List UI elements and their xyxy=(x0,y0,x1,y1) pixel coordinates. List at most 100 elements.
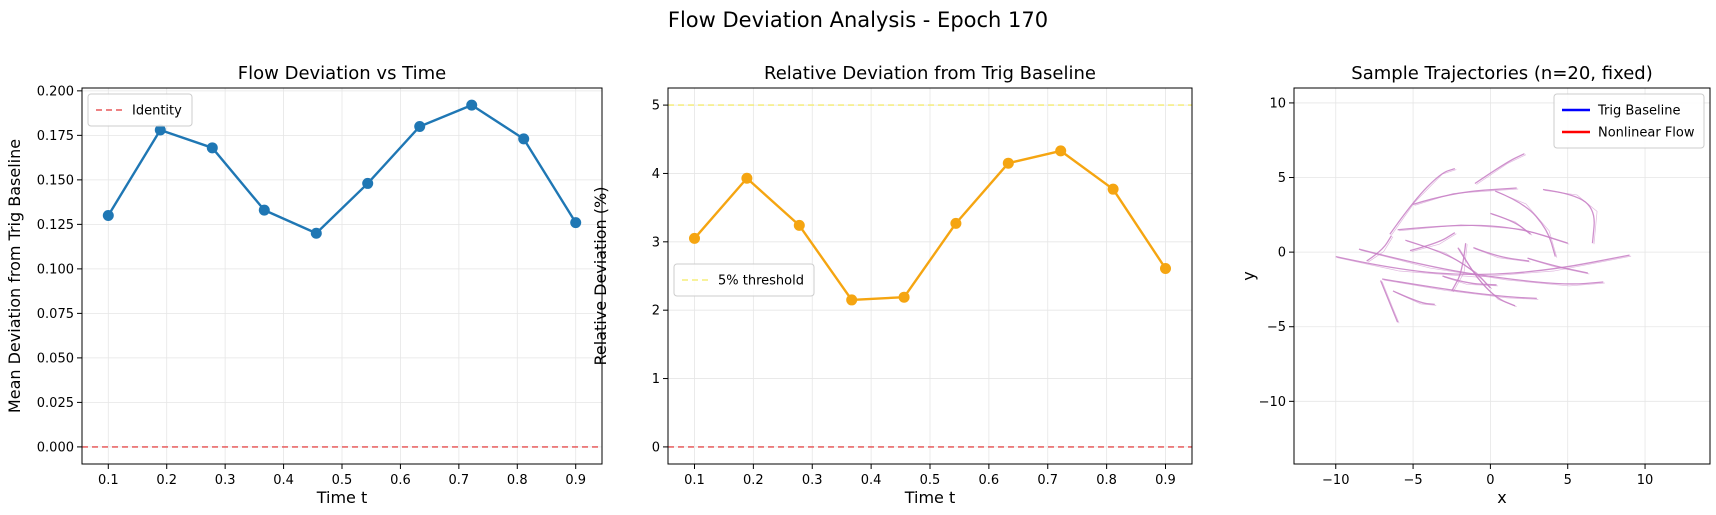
x-axis-label: Time t xyxy=(316,488,368,507)
trajectory-shadow xyxy=(1381,281,1400,324)
data-point xyxy=(1055,145,1067,157)
grid xyxy=(82,88,602,464)
trajectory-shadow xyxy=(1383,279,1539,300)
data-point xyxy=(362,177,374,189)
trajectory xyxy=(1442,275,1497,286)
legend-label: 5% threshold xyxy=(718,274,804,289)
trajectory xyxy=(1358,248,1604,285)
plot-flow-deviation: 0.1 0.2 0.3 0.4 0.5 0.6 0.7 0.8 0.9 0.000 0.025 0.0… xyxy=(5,63,603,507)
legend-label: Trig Baseline xyxy=(1597,104,1681,119)
plot-title: Relative Deviation from Trig Baseline xyxy=(764,63,1096,84)
x-tick-label: 0.9 xyxy=(1155,473,1176,488)
x-tick-label: 0.1 xyxy=(684,473,705,488)
x-tick-label: 0.9 xyxy=(565,473,586,488)
axes-frame xyxy=(81,87,603,465)
y-tick-label: 5 xyxy=(1278,171,1286,186)
trajectory-shadow xyxy=(1496,191,1558,258)
y-tick-label: 3 xyxy=(652,235,660,250)
x-tick-label: 0.2 xyxy=(743,473,764,488)
y-tick-label: 1 xyxy=(652,372,660,387)
trajectory xyxy=(1451,243,1467,292)
data-point xyxy=(258,204,270,216)
trajectory xyxy=(1366,235,1392,262)
data-point xyxy=(466,99,478,111)
trajectory xyxy=(1527,257,1588,274)
y-tick-label: 0.175 xyxy=(37,129,74,144)
trajectory xyxy=(1382,278,1537,300)
x-tick-label: 0.8 xyxy=(507,473,528,488)
trajectory-shadow xyxy=(1399,224,1570,245)
plot-area xyxy=(1335,153,1632,324)
y-tick-label: 0.200 xyxy=(37,84,74,99)
legend-box xyxy=(673,263,815,297)
x-tick-label: 0.7 xyxy=(1037,473,1058,488)
legend-box xyxy=(1553,93,1705,149)
plot-area xyxy=(82,99,602,448)
legend-label: Identity xyxy=(132,104,182,119)
data-point xyxy=(206,142,218,154)
x-tick-label: 0.8 xyxy=(1096,473,1117,488)
y-axis-label: Relative Deviation (%) xyxy=(591,187,610,366)
trajectory xyxy=(1379,280,1399,323)
x-tick-label: −10 xyxy=(1322,473,1349,488)
data-point xyxy=(414,120,426,132)
data-point xyxy=(898,291,910,303)
x-tick-label: −5 xyxy=(1403,473,1422,488)
x-axis-label: Time t xyxy=(904,488,956,507)
series-line xyxy=(693,149,1167,302)
x-axis-label: x xyxy=(1497,488,1506,507)
plot-title: Sample Trajectories (n=20, fixed) xyxy=(1351,63,1652,84)
data-point xyxy=(518,133,530,145)
y-tick-label: 0.075 xyxy=(37,307,74,322)
legend-box xyxy=(87,93,193,127)
y-axis-label: Mean Deviation from Trig Baseline xyxy=(5,139,24,413)
y-tick-label: 0 xyxy=(652,440,660,455)
trajectory-shadow xyxy=(1544,190,1598,245)
data-point xyxy=(688,232,700,244)
x-tick-label: 0.4 xyxy=(861,473,882,488)
x-tick-label: 0.1 xyxy=(98,473,119,488)
axes-frame xyxy=(1293,87,1711,465)
trajectory xyxy=(1412,187,1517,206)
trajectory xyxy=(1474,153,1525,185)
y-tick-label: 0.100 xyxy=(37,262,74,277)
trajectory-shadow xyxy=(1391,169,1457,236)
x-tick-label: 0.7 xyxy=(449,473,470,488)
trajectory-shadow xyxy=(1367,236,1394,263)
legend-label: Nonlinear Flow xyxy=(1598,126,1695,141)
y-tick-label: −5 xyxy=(1267,320,1286,335)
trajectory-shadow xyxy=(1491,213,1533,236)
y-tick-label: 10 xyxy=(1269,96,1286,111)
y-tick-label: 0.025 xyxy=(37,396,74,411)
y-tick-label: −10 xyxy=(1259,395,1286,410)
y-tick-label: 0.050 xyxy=(37,351,74,366)
data-point xyxy=(570,217,582,229)
data-point xyxy=(950,217,962,229)
x-tick-label: 0.5 xyxy=(332,473,353,488)
series-line xyxy=(107,103,577,235)
x-tick-label: 0.2 xyxy=(156,473,177,488)
data-point xyxy=(1107,183,1119,195)
trajectory-shadow xyxy=(1474,248,1531,263)
y-tick-label: 5 xyxy=(652,99,660,114)
y-tick-label: 0.150 xyxy=(37,173,74,188)
data-point xyxy=(102,209,114,221)
y-tick-label: 0.000 xyxy=(37,440,74,455)
plot-relative-deviation: 0.1 0.2 0.3 0.4 0.5 0.6 0.7 0.8 0.9 0 1 2 3 4 5 Relativ… xyxy=(591,63,1193,507)
y-axis-label: y xyxy=(1239,271,1258,280)
x-tick-label: 10 xyxy=(1637,473,1654,488)
plot-sample-trajectories: −10 −5 0 5 10 −10 −5 0 5 10 Sample Trajectories (n… xyxy=(1239,63,1711,507)
plot-title: Flow Deviation vs Time xyxy=(238,63,446,84)
figure-title: Flow Deviation Analysis - Epoch 170 xyxy=(668,8,1048,32)
trajectory xyxy=(1409,232,1456,252)
data-point xyxy=(154,124,166,136)
trajectory xyxy=(1457,247,1516,307)
x-tick-label: 0.4 xyxy=(273,473,294,488)
data-point xyxy=(741,172,753,184)
x-tick-label: 0.3 xyxy=(215,473,236,488)
x-tick-label: 0.3 xyxy=(802,473,823,488)
y-tick-label: 2 xyxy=(652,304,660,319)
trajectory xyxy=(1397,224,1568,244)
x-tick-label: 0.6 xyxy=(979,473,1000,488)
